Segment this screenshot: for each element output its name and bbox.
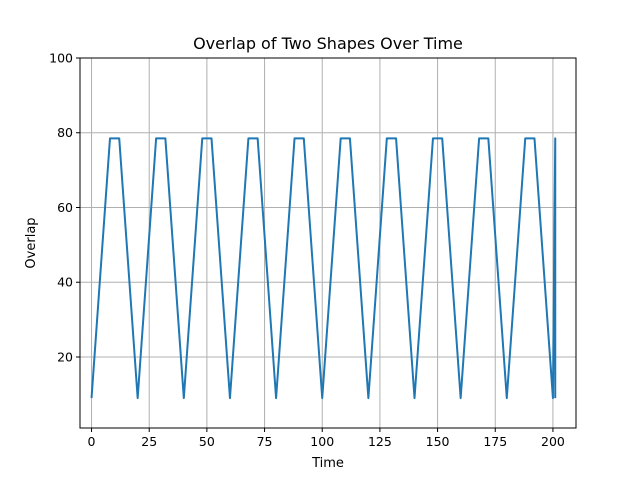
x-tick-label: 150 [426,434,450,449]
chart-title: Overlap of Two Shapes Over Time [193,34,463,53]
x-tick-label: 200 [541,434,565,449]
series-layer [90,137,557,400]
x-tick-label: 125 [368,434,392,449]
x-tick-label: 0 [88,434,96,449]
y-tick-label: 100 [49,51,73,66]
plot-frame [79,57,577,429]
series-line-overlap [90,137,557,400]
y-axis-ticks: 20 40 60 80 100 [49,51,80,364]
y-tick-label: 40 [57,275,73,290]
y-tick-label: 20 [57,349,73,364]
y-tick-label: 60 [57,200,73,215]
x-axis-label: Time [311,456,344,471]
x-axis-ticks: 0 25 50 75 100 125 150 175 200 [88,428,565,449]
x-tick-label: 100 [310,434,334,449]
x-tick-label: 175 [483,434,507,449]
y-axis-label: Overlap [24,217,39,268]
x-tick-label: 25 [141,434,157,449]
y-tick-label: 80 [57,125,73,140]
x-tick-label: 50 [199,434,215,449]
x-tick-label: 75 [257,434,273,449]
